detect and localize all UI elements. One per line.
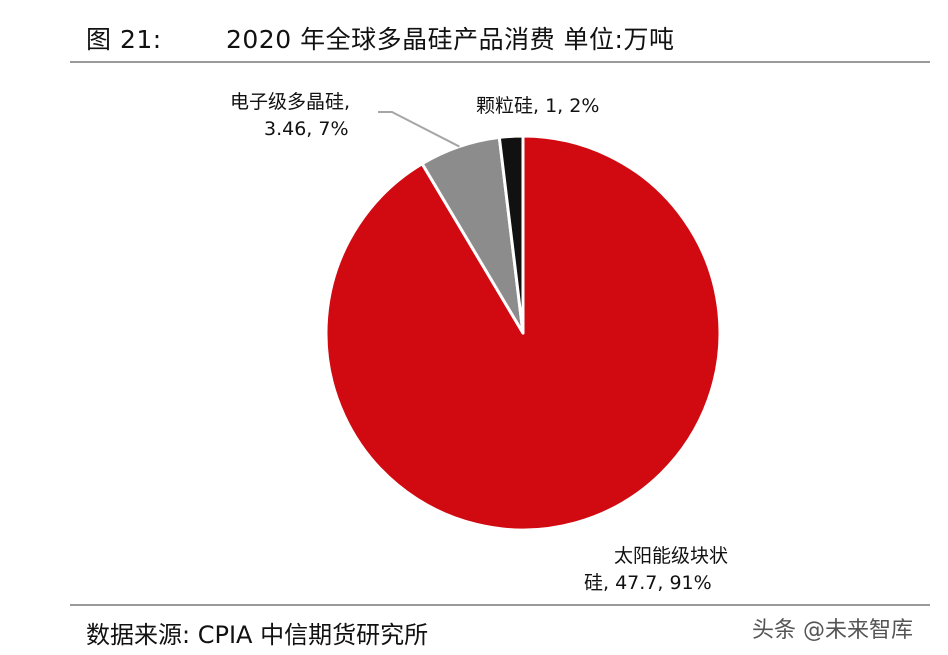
slice-label-electronic-line2: 3.46, 7% [264, 118, 349, 140]
slice-labels: 太阳能级块状 硅, 47.7, 91% 电子级多晶硅, 3.46, 7% 颗粒硅… [230, 91, 728, 594]
leader-lines [378, 111, 460, 148]
pie-slices [324, 134, 722, 532]
slice-label-solar-line2: 硅, 47.7, 91% [584, 572, 712, 594]
source-note: 数据来源: CPIA 中信期货研究所 [86, 620, 429, 649]
slice-label-solar-line1: 太阳能级块状 [614, 545, 728, 567]
watermark: 头条 @未来智库 [752, 618, 913, 643]
title-text: 2020 年全球多晶硅产品消费 单位:万吨 [226, 25, 675, 54]
figure-number: 图 21: [86, 25, 162, 54]
pie-slice-granular [497, 134, 525, 335]
slice-label-electronic-line1: 电子级多晶硅, [230, 91, 350, 113]
leader-line-electronic-grade [378, 111, 460, 148]
top-divider [70, 61, 930, 63]
chart-title: 图 21: 2020 年全球多晶硅产品消费 单位:万吨 [86, 16, 674, 60]
bottom-divider [70, 604, 930, 606]
slice-label-granular: 颗粒硅, 1, 2% [476, 95, 599, 117]
